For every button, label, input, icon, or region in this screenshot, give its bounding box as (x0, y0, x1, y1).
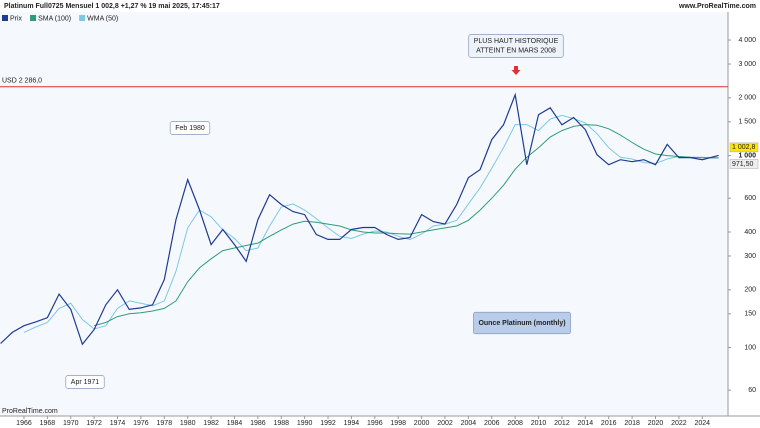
footer: ProRealTime.com (2, 408, 58, 415)
legend-label: SMA (100) (38, 15, 71, 22)
x-tick-label: 2024 (694, 420, 710, 427)
x-tick-label: 2016 (601, 420, 617, 427)
y-tick-label: 100 (744, 344, 756, 351)
series-line (0, 92, 719, 346)
y-tick-label: 600 (744, 195, 756, 202)
legend-label: Prix (10, 15, 23, 22)
last-value-box (729, 159, 759, 169)
y-tick-label: 1 500 (738, 119, 756, 126)
legend-swatch (79, 15, 86, 21)
y-tick-label: 400 (744, 229, 756, 236)
legend-label: WMA (50) (87, 15, 118, 22)
x-tick-label: 1968 (40, 420, 56, 427)
x-tick-label: 1980 (180, 420, 196, 427)
x-tick-label: 2012 (554, 420, 570, 427)
header-source: www.ProRealTime.com (678, 3, 756, 10)
x-tick-label: 1972 (86, 420, 102, 427)
x-tick-label: 2002 (437, 420, 453, 427)
annotation-box (169, 121, 211, 135)
annotation-text: Feb 1980 (175, 125, 205, 132)
y-tick-label: 2 000 (738, 95, 756, 102)
legend-swatch (2, 15, 8, 21)
x-tick-label: 2022 (671, 420, 687, 427)
x-tick-label: 1974 (110, 420, 126, 427)
y-tick-label: 150 (744, 311, 756, 318)
x-tick-label: 2020 (648, 420, 664, 427)
x-tick-label: 2018 (624, 420, 640, 427)
annotation: PLUS HAUT HISTORIQUE ATTEINT EN MARS 2008 (468, 34, 564, 58)
right-axis-area (728, 12, 760, 416)
x-tick-label: 1986 (250, 420, 266, 427)
y-tick-label: 4 000 (738, 37, 756, 44)
annotation-text: PLUS HAUT HISTORIQUE (474, 38, 559, 45)
annotation-box (468, 34, 564, 58)
header-title: Platinum Full0725 Mensuel 1 002,8 +1,27 … (4, 3, 220, 10)
annotation: Feb 1980 (169, 121, 211, 135)
annotation: Ounce Platinum (monthly) (473, 311, 571, 335)
x-tick-label: 1988 (273, 420, 289, 427)
y-tick-label: 3 000 (738, 61, 756, 68)
x-tick-label: 1970 (63, 420, 79, 427)
x-tick-label: 2014 (578, 420, 594, 427)
annotation-text: Ounce Platinum (monthly) (478, 320, 565, 327)
plot-area (0, 12, 728, 416)
last-value-label: 1 002,8 (732, 144, 755, 151)
y-tick-label: 1 000 (738, 152, 756, 159)
last-value-box (729, 142, 759, 153)
annotation-text: ATTEINT EN MARS 2008 (476, 48, 556, 55)
annotation: Apr 1971 (65, 375, 105, 389)
x-tick-label: 2004 (461, 420, 477, 427)
legend-swatch (30, 15, 37, 21)
x-tick-label: 1982 (203, 420, 219, 427)
series-line (93, 124, 719, 327)
x-tick-label: 1994 (344, 420, 360, 427)
annotation-arrow (511, 66, 521, 75)
x-tick-label: 1978 (157, 420, 173, 427)
annotation-box (473, 311, 571, 335)
x-tick-label: 2010 (531, 420, 547, 427)
y-tick-label: 200 (744, 287, 756, 294)
annotation-text: Apr 1971 (71, 379, 100, 386)
x-tick-label: 1992 (320, 420, 336, 427)
last-value-label: 971,50 (732, 161, 754, 168)
x-tick-label: 1990 (297, 420, 313, 427)
x-tick-label: 1996 (367, 420, 383, 427)
x-tick-label: 2000 (414, 420, 430, 427)
x-tick-label: 2006 (484, 420, 500, 427)
x-tick-label: 1984 (227, 420, 243, 427)
x-tick-label: 1966 (16, 420, 32, 427)
x-tick-label: 1976 (133, 420, 149, 427)
hline-label: USD 2 286,0 (2, 78, 42, 85)
y-tick-label: 60 (748, 387, 756, 394)
x-tick-label: 2008 (507, 420, 523, 427)
annotation-box (65, 375, 105, 389)
y-tick-label: 300 (744, 253, 756, 260)
x-tick-label: 1998 (390, 420, 406, 427)
